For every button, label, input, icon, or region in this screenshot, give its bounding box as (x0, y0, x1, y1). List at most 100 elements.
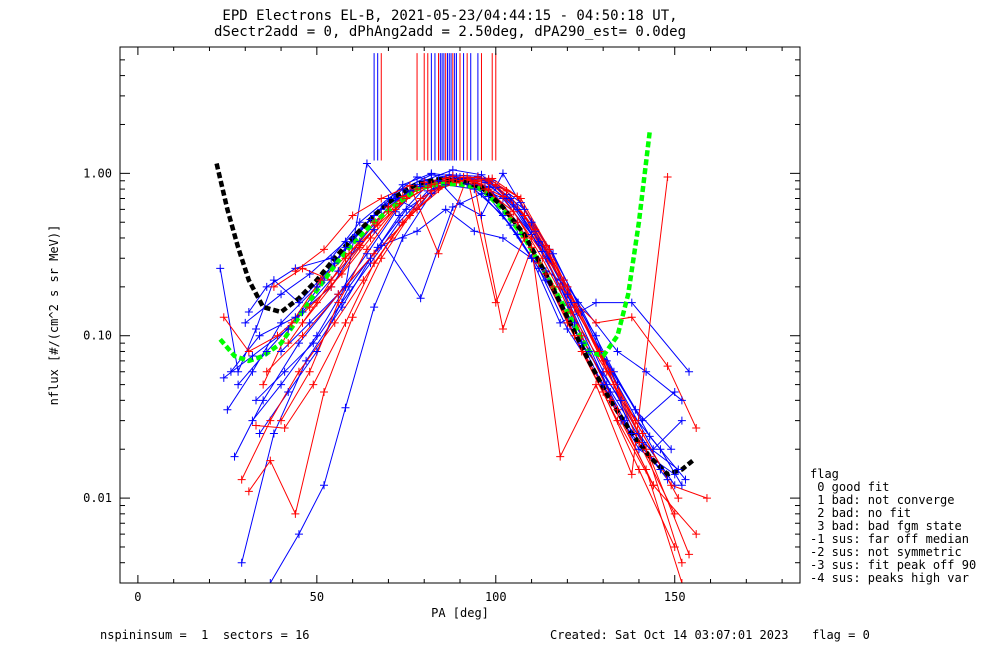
blue-data-point (398, 180, 407, 189)
red-data-point (491, 298, 500, 307)
red-data-point (577, 331, 586, 340)
red-data-point (627, 313, 636, 322)
blue-data-point (298, 307, 307, 316)
blue-data-point (416, 294, 425, 303)
blue-data-point (670, 388, 679, 397)
blue-data-point (237, 558, 246, 567)
red-data-point (384, 203, 393, 212)
blue-data-point (266, 579, 275, 583)
blue-data-point (294, 530, 303, 539)
red-data-point (277, 416, 286, 425)
blue-data-point (477, 189, 486, 198)
red-data-point (355, 243, 364, 252)
red-data-point (244, 347, 253, 356)
green-fit-curve (218, 131, 652, 364)
blue-data-point (216, 264, 225, 273)
red-data-point (298, 331, 307, 340)
legend-item: 3 bad: bad fgm state (810, 519, 962, 533)
blue-data-point (255, 331, 264, 340)
flag-legend: flag 0 good fit 1 bad: not converge 2 ba… (810, 468, 976, 585)
footer-flag: flag = 0 (812, 628, 870, 642)
red-data-point (398, 218, 407, 227)
red-data-point (595, 347, 604, 356)
red-data-point (305, 303, 314, 312)
red-data-point (298, 264, 307, 273)
blue-data-point (427, 169, 436, 178)
red-data-point (294, 367, 303, 376)
blue-data-point (262, 282, 271, 291)
blue-data-point (556, 318, 565, 327)
blue-data-point (677, 481, 686, 490)
blue-data-point (252, 325, 260, 334)
blue-data-point (677, 416, 686, 425)
x-axis-label: PA [deg] (431, 606, 489, 620)
red-data-point (370, 249, 379, 258)
red-data-point (244, 487, 253, 496)
red-data-point (391, 205, 400, 214)
blue-data-point (681, 475, 690, 484)
legend-item: 2 bad: no fit (810, 506, 912, 520)
blue-data-point (627, 429, 636, 438)
blue-data-point (320, 481, 328, 490)
red-data-point (563, 282, 572, 291)
red-data-point (427, 180, 436, 189)
blue-data-point (226, 367, 235, 376)
blue-data-point (627, 298, 636, 307)
red-data-point (441, 174, 450, 183)
red-data-point (627, 470, 636, 479)
red-data-point (513, 192, 522, 201)
red-data-point (284, 339, 293, 348)
blue-data-point (373, 243, 382, 252)
legend-item: -3 sus: fit peak off 90 (810, 558, 977, 572)
red-data-point (312, 298, 321, 307)
blue-data-point (277, 318, 286, 327)
red-data-point (631, 416, 640, 425)
blue-series-line (234, 169, 676, 486)
red-data-point (677, 579, 686, 583)
red-data-point (219, 313, 228, 322)
red-data-point (348, 313, 357, 322)
blue-data-point (634, 445, 643, 454)
red-data-point (513, 218, 522, 227)
blue-data-point (592, 331, 600, 340)
blue-data-point (223, 405, 232, 414)
legend-item: -2 sus: not symmetric (810, 545, 962, 559)
blue-data-point (448, 203, 457, 212)
blue-data-point (506, 194, 515, 203)
red-data-point (645, 452, 654, 461)
red-data-point (556, 282, 565, 291)
red-data-point (370, 218, 379, 227)
blue-data-point (527, 254, 536, 263)
blue-data-point (241, 318, 250, 327)
blue-data-point (309, 339, 318, 348)
blue-data-point (584, 347, 593, 356)
red-data-point (538, 254, 547, 263)
red-data-point (359, 276, 368, 285)
red-data-point (377, 254, 386, 263)
blue-data-point (312, 347, 321, 356)
blue-data-point (574, 298, 583, 307)
blue-data-point (413, 227, 422, 236)
red-data-point (663, 362, 672, 371)
x-tick-label: 100 (485, 590, 507, 604)
red-data-point (670, 509, 679, 518)
red-data-point (592, 380, 600, 389)
red-data-point (252, 421, 260, 430)
red-data-point (266, 456, 275, 465)
red-data-point (327, 276, 336, 285)
red-data-point (649, 481, 658, 490)
blue-data-point (277, 347, 286, 356)
red-data-point (599, 388, 608, 397)
blue-data-point (302, 356, 311, 365)
red-data-point (473, 172, 482, 181)
blue-data-point (638, 416, 647, 425)
x-tick-label: 50 (310, 590, 324, 604)
red-data-point (269, 282, 278, 291)
y-tick-label: 1.00 (83, 166, 112, 180)
red-data-point (448, 175, 457, 184)
blue-data-point (377, 241, 386, 250)
x-tick-label: 0 (134, 590, 141, 604)
red-data-point (541, 269, 550, 278)
blue-data-point (592, 298, 600, 307)
